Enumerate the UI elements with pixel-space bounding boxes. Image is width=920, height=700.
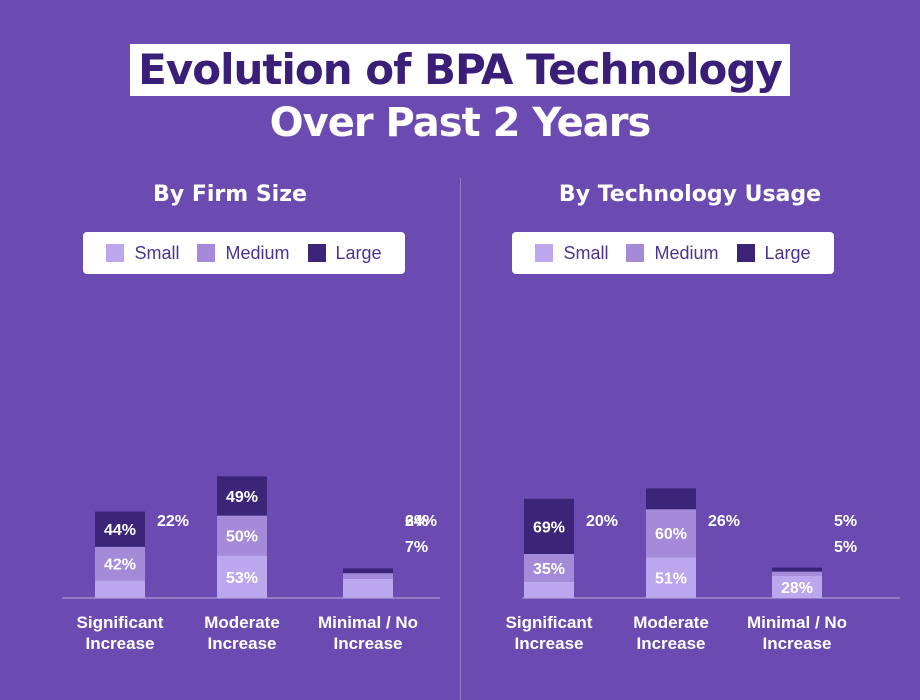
legend-swatch-small xyxy=(535,244,554,262)
bar-segment-medium xyxy=(343,573,393,579)
legend-item-medium: Medium xyxy=(197,242,290,264)
bar-segment-large xyxy=(646,488,696,510)
legend-label-small: Small xyxy=(563,242,609,263)
data-label-medium: 42% xyxy=(104,557,136,574)
bar-segment-medium xyxy=(646,509,696,558)
data-label-medium: 50% xyxy=(226,529,258,546)
legend-item-small: Small xyxy=(106,243,179,264)
panel-title-technology-usage: By Technology Usage xyxy=(558,182,822,207)
legend-swatch-large xyxy=(307,244,326,262)
legend-firm-size: Small Medium Large xyxy=(83,232,405,274)
category-label: Minimal / No Increase xyxy=(318,613,418,653)
data-label-small: 51% xyxy=(655,571,687,588)
data-label-medium: 60% xyxy=(655,526,687,543)
legend-swatch-medium xyxy=(626,244,645,262)
category-label: Significant Increase xyxy=(506,613,593,653)
bar-segment-small xyxy=(772,575,822,598)
data-label-large: 5% xyxy=(834,513,857,530)
bar-segment-large xyxy=(343,568,393,574)
data-label-large: 6% xyxy=(405,513,428,530)
data-label-large: 44% xyxy=(104,522,136,539)
bar-segment-large xyxy=(95,511,145,547)
bar-segment-small xyxy=(343,578,393,598)
bar-segment-medium xyxy=(95,546,145,581)
panel-divider xyxy=(460,178,461,700)
bar-segment-small xyxy=(95,580,145,598)
bar-segment-medium xyxy=(524,554,574,582)
legend-label-medium: Medium xyxy=(654,242,719,263)
legend-technology-usage: Small Medium Large xyxy=(512,232,834,274)
stacked-bar-chart-technology-usage: 20% 35% 69% Significant Increase 51% 60% 26% Mod… xyxy=(506,488,900,653)
legend-item-large: Large xyxy=(307,242,382,264)
panel-technology-usage: By Technology Usage Small Medium Large 2… xyxy=(460,178,920,700)
bar-segment-medium xyxy=(772,571,822,576)
legend-item-small: Small xyxy=(535,243,608,264)
data-label-small: 28% xyxy=(781,580,813,597)
bar-segment-large xyxy=(772,567,822,572)
bar-segment-small xyxy=(217,555,267,598)
legend-swatch-medium xyxy=(197,244,216,262)
category-label: Moderate Increase xyxy=(204,613,280,653)
data-label-small: 24% xyxy=(405,513,437,530)
bar-segment-large xyxy=(217,476,267,516)
data-label-large: 26% xyxy=(708,513,740,530)
data-label-small: 53% xyxy=(226,570,258,587)
category-label: Minimal / No Increase xyxy=(747,613,847,653)
data-label-medium: 7% xyxy=(405,539,428,556)
chart-title: Evolution of BPA Technology Over Past 2 … xyxy=(0,44,920,148)
data-label-small: 22% xyxy=(157,513,189,530)
data-label-medium: 5% xyxy=(834,539,857,556)
data-label-medium: 35% xyxy=(533,561,565,578)
title-line-1: Evolution of BPA Technology xyxy=(130,44,790,96)
data-label-large: 49% xyxy=(226,489,258,506)
legend-item-medium: Medium xyxy=(626,242,719,264)
title-line-2: Over Past 2 Years xyxy=(269,100,652,146)
legend-label-small: Small xyxy=(134,242,180,263)
category-label: Moderate Increase xyxy=(633,613,709,653)
data-label-small: 20% xyxy=(586,513,618,530)
legend-label-medium: Medium xyxy=(225,242,290,263)
legend-swatch-large xyxy=(736,244,755,262)
category-label: Significant Increase xyxy=(77,613,164,653)
panel-firm-size: By Firm Size Small Medium Large 22% 42% 44… xyxy=(0,178,460,700)
panel-title-firm-size: By Firm Size xyxy=(153,182,307,207)
legend-item-large: Large xyxy=(736,242,811,264)
legend-label-large: Large xyxy=(335,242,382,263)
legend-swatch-small xyxy=(106,244,125,262)
legend-label-large: Large xyxy=(764,242,811,263)
bar-segment-medium xyxy=(217,515,267,556)
stacked-bar-chart-firm-size: 22% 42% 44% Significant Increase 53% 50% 49% Mod… xyxy=(62,476,440,653)
bar-segment-small xyxy=(524,582,574,598)
bar-segment-small xyxy=(646,557,696,598)
data-label-large: 69% xyxy=(533,519,565,536)
bar-segment-large xyxy=(524,498,574,554)
